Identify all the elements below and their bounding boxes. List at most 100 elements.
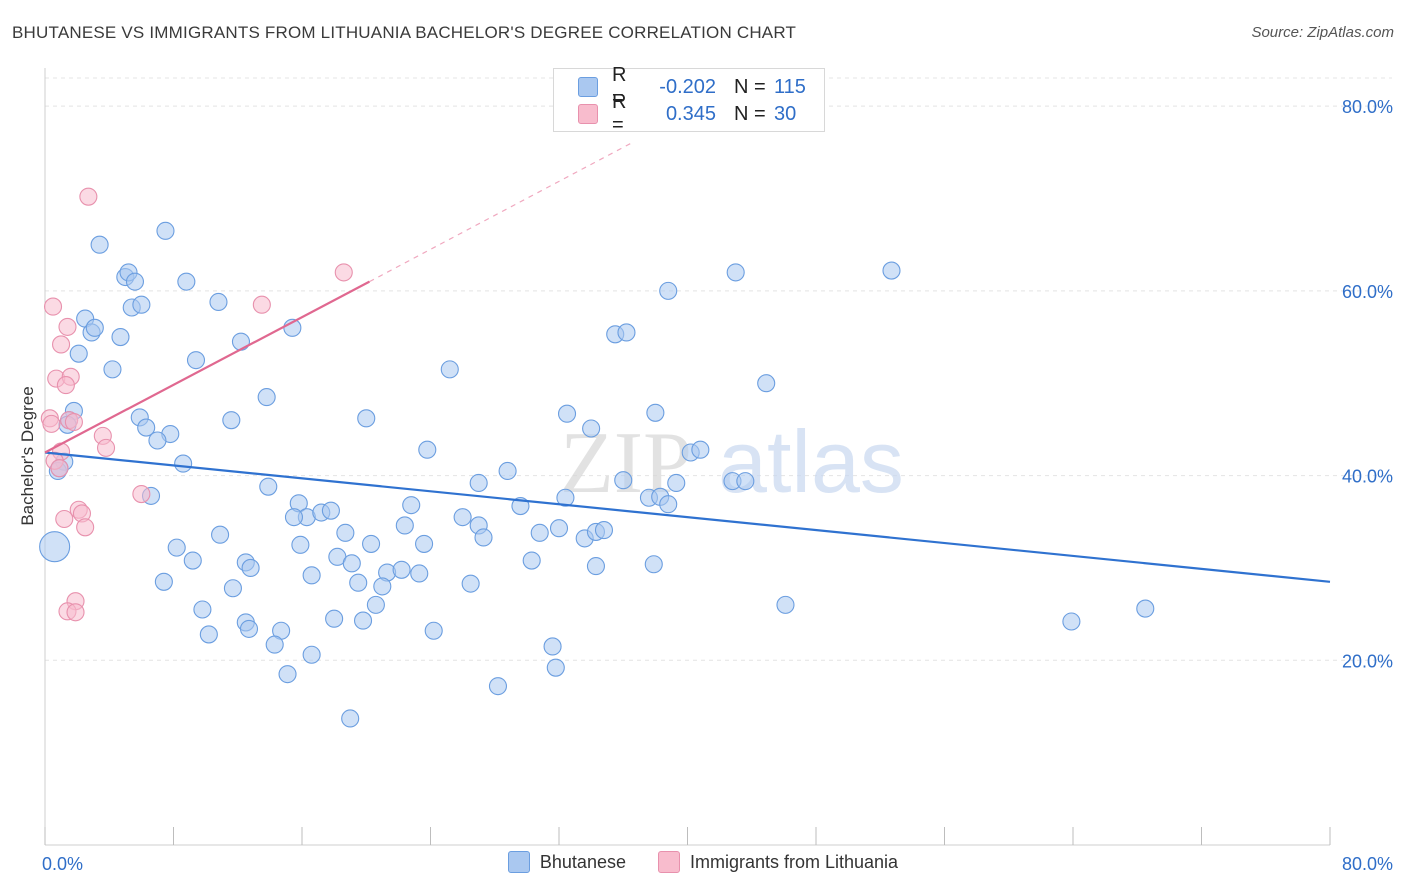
lithuania-point xyxy=(66,603,85,622)
r-value: -0.202 xyxy=(659,75,716,98)
bhutanese-point xyxy=(549,519,569,538)
bhutanese-point xyxy=(239,619,259,638)
x-tick-label-max: 80.0% xyxy=(1342,854,1393,874)
lithuania-point xyxy=(252,295,271,314)
bhutanese-point xyxy=(667,473,686,493)
bhutanese-point xyxy=(223,579,242,598)
lithuania-point xyxy=(50,459,69,478)
bhutanese-point xyxy=(357,409,376,428)
bhutanese-point xyxy=(231,332,251,351)
bhutanese-point xyxy=(186,351,206,370)
bhutanese-point xyxy=(617,323,636,342)
bhutanese-point xyxy=(154,572,173,591)
lithuania-point xyxy=(76,518,95,537)
lithuania-point xyxy=(55,509,74,529)
y-tick-label: 80.0% xyxy=(1342,97,1393,117)
bhutanese-legend-swatch xyxy=(507,851,530,873)
bhutanese-point xyxy=(522,551,541,570)
watermark-atlas: atlas xyxy=(718,412,904,511)
bhutanese-point xyxy=(342,554,361,573)
bhutanese-point xyxy=(156,221,175,240)
lithuania-point xyxy=(52,335,71,354)
bhutanese-point xyxy=(174,454,193,473)
n-label: N = xyxy=(734,75,766,98)
bhutanese-point xyxy=(209,292,228,312)
axes xyxy=(44,68,1331,846)
source-label: Source: ZipAtlas.com xyxy=(1251,24,1394,41)
lithuania-point xyxy=(58,317,77,336)
bhutanese-point xyxy=(586,557,605,576)
stats-row-lithuania: R = 0.345 N = 30 xyxy=(578,91,796,136)
bhutanese-point xyxy=(325,609,344,628)
bhutanese-point xyxy=(1136,599,1155,618)
y-tick-label: 40.0% xyxy=(1342,467,1393,487)
lithuania-point xyxy=(334,263,353,282)
bhutanese-point xyxy=(103,360,122,379)
bhutanese-point xyxy=(882,261,901,280)
bhutanese-point xyxy=(193,600,212,619)
lithuania-legend-swatch xyxy=(657,851,680,873)
bhutanese-point xyxy=(644,555,663,574)
bhutanese-point xyxy=(362,534,381,553)
bhutanese-point xyxy=(199,625,218,644)
stats-row-bhutanese: R = -0.202 N = 115 xyxy=(578,64,806,109)
lithuania-point xyxy=(43,297,63,316)
bhutanese-point xyxy=(137,418,156,437)
bhutanese-point xyxy=(349,573,368,592)
chart-title: BHUTANESE VS IMMIGRANTS FROM LITHUANIA B… xyxy=(12,23,797,42)
bhutanese-point xyxy=(167,538,186,557)
y-axis-title: Bachelor's Degree xyxy=(18,386,37,525)
bhutanese-point xyxy=(776,595,795,614)
bhutanese-point xyxy=(424,621,443,640)
bhutanese-point xyxy=(257,388,276,407)
n-label: N = xyxy=(734,102,766,125)
trend-lines xyxy=(44,142,1331,583)
bhutanese-point xyxy=(291,535,310,554)
bhutanese-point xyxy=(336,523,355,542)
bhutanese-point xyxy=(546,658,565,677)
bhutanese-point xyxy=(177,272,196,291)
bhutanese-point xyxy=(469,473,488,493)
bhutanese-swatch xyxy=(578,77,598,97)
bhutanese-point xyxy=(659,281,678,300)
bhutanese-point xyxy=(341,709,360,728)
bhutanese-point xyxy=(353,611,373,630)
bhutanese-point xyxy=(111,328,130,347)
x-tick-label-min: 0.0% xyxy=(42,854,83,874)
bhutanese-point xyxy=(125,272,144,291)
lithuania-point xyxy=(96,438,116,457)
bhutanese-point xyxy=(461,574,480,593)
r-value: 0.345 xyxy=(665,102,716,125)
bhutanese-point xyxy=(582,419,601,438)
legend-item-bhutanese: Bhutanese xyxy=(507,851,626,873)
bhutanese-point xyxy=(321,501,340,520)
legend-item-lithuania: Immigrants from Lithuania xyxy=(657,851,899,873)
bhutanese-point xyxy=(410,564,429,583)
legend-label-bhutanese: Bhutanese xyxy=(539,851,626,872)
y-tick-label: 20.0% xyxy=(1342,651,1393,671)
bhutanese-point xyxy=(488,677,508,696)
bhutanese-point xyxy=(265,635,284,654)
bhutanese-point xyxy=(691,440,710,459)
bhutanese-point xyxy=(498,461,517,481)
bhutanese-point xyxy=(69,344,88,363)
bhutanese-point xyxy=(241,558,260,577)
lithuania-point xyxy=(56,376,75,395)
bhutanese-point xyxy=(90,235,109,254)
bhutanese-point xyxy=(415,534,434,553)
bhutanese-point xyxy=(594,521,614,540)
r-label: R = xyxy=(612,64,627,109)
bhutanese-trend-line xyxy=(44,451,1331,583)
bhutanese-point xyxy=(402,496,421,515)
bhutanese-point xyxy=(395,516,414,535)
bhutanese-point xyxy=(659,495,678,514)
bhutanese-point xyxy=(278,665,297,684)
data-points xyxy=(39,187,1155,728)
legend-label-lithuania: Immigrants from Lithuania xyxy=(689,851,899,872)
bhutanese-point xyxy=(39,531,71,563)
y-tick-label: 60.0% xyxy=(1342,282,1393,302)
bhutanese-point xyxy=(474,528,493,547)
stats-legend: R = -0.202 N = 115 R = 0.345 N = 30 xyxy=(553,64,825,136)
bhutanese-point xyxy=(556,488,575,507)
